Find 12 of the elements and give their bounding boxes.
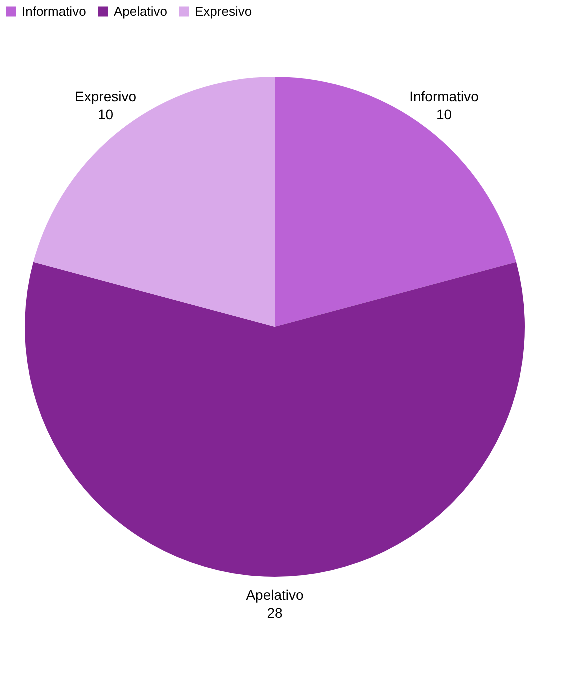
legend-label: Apelativo <box>114 4 168 19</box>
pie-slice <box>275 77 516 327</box>
pie-slice <box>34 77 275 327</box>
slice-label: Expresivo <box>75 88 137 104</box>
slice-label: Informativo <box>410 88 480 104</box>
legend-label: Expresivo <box>195 4 252 19</box>
data-label: 10 <box>98 106 114 122</box>
data-label: 28 <box>267 605 283 621</box>
slice-label: Apelativo <box>246 587 304 603</box>
legend-label: Informativo <box>22 4 86 19</box>
data-label: 10 <box>436 106 452 122</box>
pie-slice <box>25 262 525 576</box>
